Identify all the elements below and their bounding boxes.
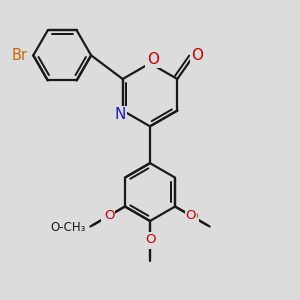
Text: O: O: [102, 210, 113, 223]
Text: O: O: [191, 47, 203, 62]
Text: O: O: [145, 235, 155, 248]
Text: O: O: [104, 209, 114, 222]
Text: O: O: [145, 233, 155, 246]
Text: N: N: [114, 107, 126, 122]
Text: O‐CH₃: O‐CH₃: [51, 221, 86, 234]
Text: O: O: [186, 209, 196, 222]
Text: O: O: [187, 210, 198, 223]
Text: Br: Br: [12, 48, 28, 63]
Text: O: O: [147, 52, 159, 67]
